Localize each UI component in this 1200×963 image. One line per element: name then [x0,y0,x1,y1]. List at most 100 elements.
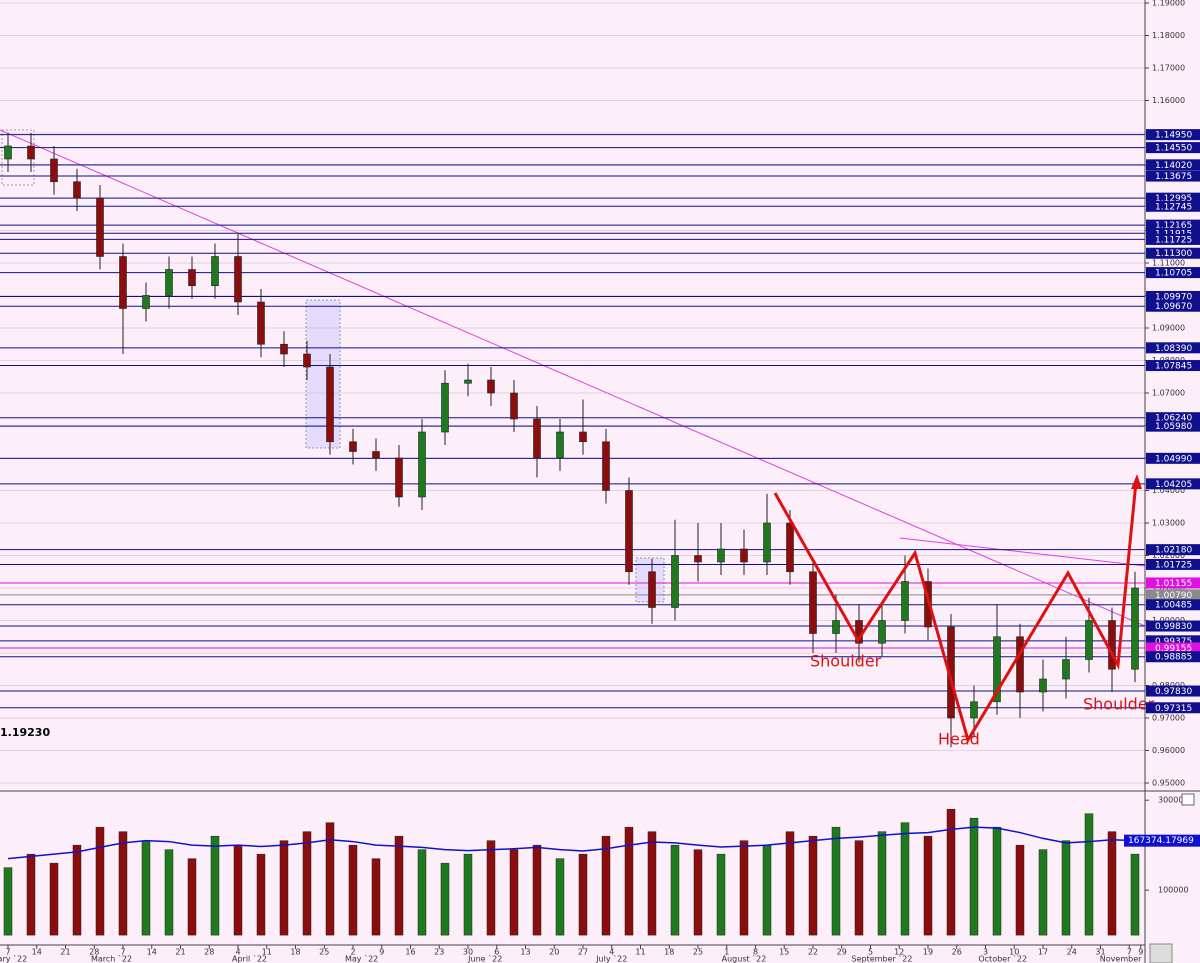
candle-body [441,382,449,433]
volume-bar [923,835,933,936]
y-tick-label: 1.17000 [1152,63,1185,72]
candle-body [970,701,978,719]
level-tag [1146,412,1200,424]
level-label: 1.00790 [1155,591,1192,601]
volume-bar [509,849,519,936]
level-label: 1.05980 [1155,422,1192,432]
trend-line [899,537,1145,567]
candle-body [1039,678,1047,693]
volume-bar [394,835,404,936]
x-tick-label: 12 [894,948,904,957]
volume-bar [762,844,772,936]
level-label: 1.10705 [1155,269,1192,279]
volume-bar [900,822,910,936]
candles [4,132,1139,748]
volume-bar [578,853,588,936]
y-tick-label: 1.02000 [1152,551,1185,560]
month-label: October `22 [978,954,1027,963]
candle-body [1085,620,1093,660]
annotation: Head [938,730,980,749]
volume-bar [210,835,220,936]
x-tick-label: 10 [1009,948,1019,957]
candle-body [901,581,909,621]
volume-bar [417,849,427,936]
arrow-head [1131,474,1142,489]
candle-body [165,269,173,296]
overlays [0,129,1145,627]
y-tick-label: 0.96000 [1152,746,1185,755]
x-tick-label: 23 [434,948,444,957]
level-label: 1.09670 [1155,302,1192,312]
level-label: 0.97830 [1155,687,1192,697]
level-tag [1146,420,1200,432]
x-tick-label: 4 [235,948,240,957]
level-label: 1.12995 [1155,194,1192,204]
level-label: 1.14550 [1155,144,1192,154]
y-tick-label: 1.18000 [1152,31,1185,40]
volume-bar [670,844,680,936]
x-tick-label: 17 [1038,948,1048,957]
x-tick-label: 7 [5,948,10,957]
x-tick-label: 18 [664,948,674,957]
level-tag [1146,620,1200,632]
x-tick-label: 25 [319,948,329,957]
y-tick-label: 0.98000 [1152,681,1185,690]
level-tag [1146,267,1200,279]
x-tick-label: 26 [952,948,962,957]
y-tick-label: 1.19000 [1152,0,1185,7]
level-tag [1146,159,1200,171]
candle-body [1062,659,1070,680]
level-label: 1.11725 [1155,235,1192,245]
x-tick-label: 15 [779,948,789,957]
x-tick-label: 24 [1067,948,1077,957]
x-tick-label: 31 [1095,948,1105,957]
volume-bar [141,840,151,936]
candle-body [349,441,357,452]
volume-bar [49,862,59,936]
pattern-drawing: Shoulder Head Shoulder 1.19230 [0,474,1155,749]
volume-bar [3,867,13,936]
level-label: 1.11300 [1155,249,1192,259]
refresh-button[interactable] [1149,943,1173,963]
volume-bar [624,826,634,936]
x-tick-label: 7 [1127,948,1132,957]
level-label: 1.09970 [1155,292,1192,302]
candle-body [786,522,794,573]
candle-body [257,301,265,345]
level-label: 1.00485 [1155,601,1192,611]
volume-bar [992,826,1002,936]
volume-bar [26,853,36,936]
volume-bar [1107,831,1117,936]
month-label: February `22 [0,954,27,963]
moving-average [7,826,1136,860]
volume-bar [877,831,887,936]
candle-body [832,620,840,634]
level-tag [1146,129,1200,141]
candle-body [372,451,380,459]
level-label: 1.07845 [1155,362,1192,372]
x-tick-label: 6 [494,948,499,957]
level-tag [1146,589,1200,601]
scale-button[interactable] [1181,793,1195,806]
x-tick-label: 19 [923,948,933,957]
candle-body [1108,620,1116,670]
volume-bar [1015,844,1025,936]
volume-bar [1038,849,1048,936]
volume-bar [532,844,542,936]
x-tick-label: 1 [724,948,729,957]
candle-body [464,379,472,384]
candle-body [4,145,12,160]
x-tick-label: 21 [60,948,70,957]
level-label: 1.06240 [1155,414,1192,424]
candle-body [694,555,702,563]
levels [0,134,1145,709]
volume-bar [371,858,381,936]
x-tick-label: 28 [204,948,214,957]
volume-bar [348,844,358,936]
candle-body [211,256,219,287]
month-label: April `22 [232,954,267,963]
x-tick-label: 7 [120,948,125,957]
candle-body [487,379,495,394]
candle-body [671,555,679,608]
